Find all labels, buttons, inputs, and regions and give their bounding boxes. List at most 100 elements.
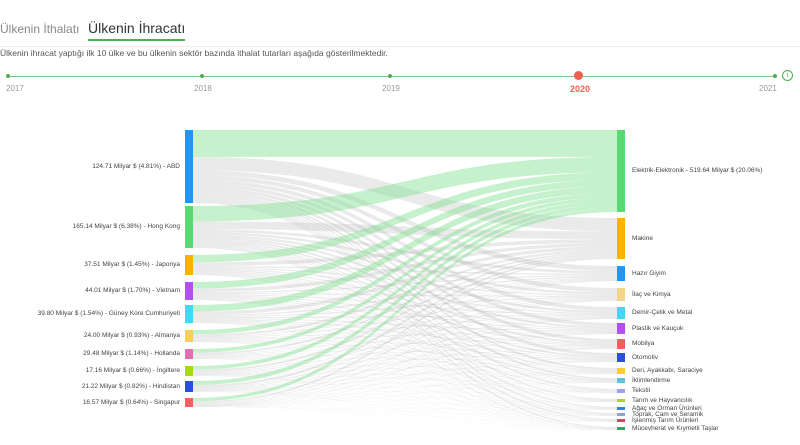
sankey-link[interactable] <box>193 382 617 392</box>
sankey-link[interactable] <box>193 340 617 383</box>
sankey-link[interactable] <box>193 236 617 329</box>
country-node[interactable] <box>185 282 193 300</box>
sankey-link[interactable] <box>193 208 617 402</box>
sector-node[interactable] <box>617 339 625 349</box>
sankey-link[interactable] <box>193 246 617 415</box>
sankey-link[interactable] <box>193 375 617 416</box>
sankey-link[interactable] <box>193 300 617 405</box>
sankey-link[interactable] <box>193 406 617 422</box>
sankey-link[interactable] <box>193 340 617 393</box>
sankey-link[interactable] <box>193 249 617 337</box>
sankey-link[interactable] <box>193 333 617 406</box>
sankey-link[interactable] <box>193 268 617 315</box>
sector-node[interactable] <box>617 389 625 393</box>
sankey-link[interactable] <box>193 201 617 420</box>
sankey-link[interactable] <box>193 347 617 358</box>
sankey-link[interactable] <box>193 273 617 401</box>
sankey-link[interactable] <box>193 238 617 345</box>
sankey-link[interactable] <box>193 294 617 316</box>
sankey-link[interactable] <box>193 193 617 370</box>
sankey-link[interactable] <box>193 361 617 406</box>
sankey-link[interactable] <box>193 270 617 346</box>
sankey-link[interactable] <box>193 242 617 372</box>
sankey-link[interactable] <box>193 192 617 335</box>
sankey-link[interactable] <box>193 179 617 289</box>
sankey-link[interactable] <box>193 322 617 416</box>
sankey-link[interactable] <box>193 297 617 373</box>
sankey-link[interactable] <box>193 190 617 356</box>
sankey-link[interactable] <box>193 406 617 410</box>
sankey-link[interactable] <box>193 317 617 390</box>
sankey-link[interactable] <box>193 318 617 405</box>
country-node[interactable] <box>185 206 193 248</box>
timeline-year-2020[interactable]: 2020 <box>570 84 591 94</box>
sector-node[interactable] <box>617 288 625 301</box>
sankey-link[interactable] <box>193 247 617 429</box>
sankey-link[interactable] <box>193 267 617 296</box>
sankey-link[interactable] <box>193 299 617 430</box>
sankey-link[interactable] <box>193 319 617 360</box>
sankey-link[interactable] <box>193 240 617 358</box>
sector-node[interactable] <box>617 266 625 281</box>
sankey-link[interactable] <box>193 357 617 383</box>
sankey-link[interactable] <box>193 196 617 391</box>
sankey-link[interactable] <box>193 382 617 407</box>
sankey-link[interactable] <box>193 156 617 222</box>
sankey-link[interactable] <box>193 375 617 430</box>
sankey-link[interactable] <box>193 298 617 402</box>
sankey-link[interactable] <box>193 358 617 410</box>
sankey-link[interactable] <box>193 243 617 381</box>
sankey-link[interactable] <box>193 299 617 389</box>
sankey-link[interactable] <box>193 277 617 338</box>
timeline-year-2021[interactable]: 2021 <box>759 84 777 93</box>
timeline-point-2021[interactable] <box>773 74 777 78</box>
sankey-link[interactable] <box>193 322 617 430</box>
sankey-link[interactable] <box>193 358 617 430</box>
sankey-link[interactable] <box>193 195 617 380</box>
sankey-link[interactable] <box>193 255 617 388</box>
sankey-link[interactable] <box>193 332 617 374</box>
sankey-link[interactable] <box>193 317 617 374</box>
sankey-link[interactable] <box>193 202 617 428</box>
sankey-link[interactable] <box>193 272 617 382</box>
sankey-link[interactable] <box>193 373 617 407</box>
sankey-link[interactable] <box>193 296 617 360</box>
sankey-link[interactable] <box>193 239 617 267</box>
sector-node[interactable] <box>617 399 625 402</box>
sankey-link[interactable] <box>193 183 617 327</box>
sankey-link[interactable] <box>193 373 617 391</box>
sankey-link[interactable] <box>193 299 617 410</box>
country-node[interactable] <box>185 398 193 407</box>
sankey-link[interactable] <box>193 319 617 347</box>
sankey-link[interactable] <box>193 296 617 346</box>
sankey-link[interactable] <box>193 273 617 409</box>
info-icon[interactable]: i <box>782 70 793 81</box>
sankey-link[interactable] <box>193 293 617 297</box>
country-node[interactable] <box>185 130 193 203</box>
sankey-link[interactable] <box>193 276 617 317</box>
sankey-link[interactable] <box>193 361 617 391</box>
sankey-link[interactable] <box>193 358 617 393</box>
sankey-link[interactable] <box>193 200 617 414</box>
sankey-link[interactable] <box>193 375 617 422</box>
sankey-link[interactable] <box>193 278 617 356</box>
timeline-point-2017[interactable] <box>6 74 10 78</box>
sankey-link[interactable] <box>193 298 617 356</box>
sankey-link[interactable] <box>193 339 617 348</box>
sankey-link[interactable] <box>193 321 617 382</box>
sankey-link[interactable] <box>193 315 617 319</box>
sankey-link[interactable] <box>193 340 617 373</box>
sankey-link[interactable] <box>193 358 617 422</box>
sankey-link[interactable] <box>193 357 617 374</box>
sankey-link[interactable] <box>193 242 617 292</box>
sankey-link[interactable] <box>193 198 617 400</box>
sankey-link[interactable] <box>193 279 617 388</box>
sankey-link[interactable] <box>193 406 617 416</box>
timeline-point-2020[interactable] <box>574 71 583 80</box>
sankey-link[interactable] <box>193 375 617 402</box>
sankey-link[interactable] <box>193 297 617 339</box>
country-node[interactable] <box>185 349 193 359</box>
sankey-link[interactable] <box>193 244 617 392</box>
sector-node[interactable] <box>617 323 625 334</box>
sankey-link[interactable] <box>193 299 617 373</box>
